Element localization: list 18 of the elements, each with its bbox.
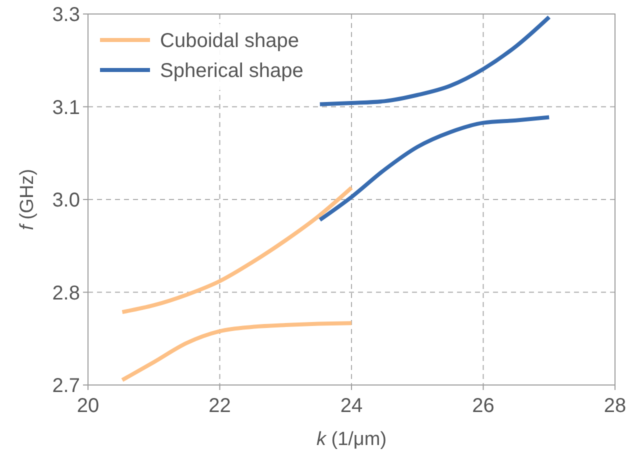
y-tick-label: 3.0 [52, 190, 80, 212]
line-series [318, 115, 552, 222]
legend-label: Cuboidal shape [160, 30, 299, 52]
x-tick-label: 26 [472, 395, 494, 417]
line-series [318, 15, 552, 106]
line-series [120, 321, 354, 382]
x-axis-title: k (1/μm) [316, 429, 387, 450]
legend-label: Spherical shape [160, 60, 304, 82]
x-tick-label: 28 [604, 395, 626, 417]
y-tick-label: 3.1 [52, 96, 80, 119]
y-tick-label: 2.8 [52, 282, 80, 304]
line-series [120, 186, 354, 314]
x-tick-label: 20 [76, 395, 100, 417]
x-tick-label: 24 [340, 395, 363, 417]
y-tick-label: 3.3 [52, 4, 80, 26]
y-axis-title: f (GHz) [17, 168, 38, 230]
x-tick-label: 22 [208, 395, 231, 417]
y-tick-label: 2.7 [52, 375, 80, 397]
